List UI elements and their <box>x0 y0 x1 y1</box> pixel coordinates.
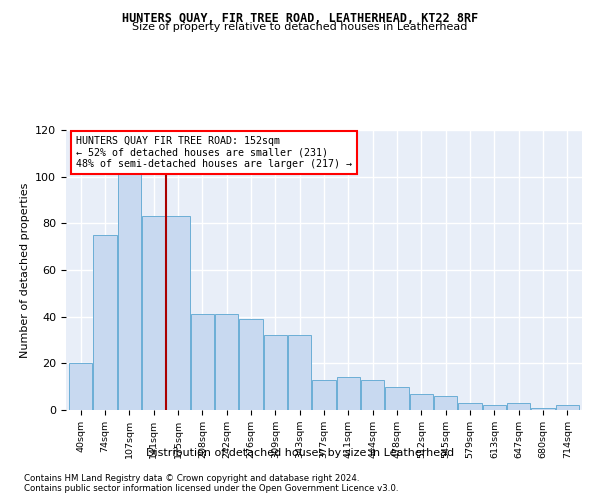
Bar <box>556 406 579 410</box>
Bar <box>434 396 457 410</box>
Bar <box>288 336 311 410</box>
Bar <box>507 403 530 410</box>
Bar <box>361 380 384 410</box>
Bar <box>94 235 116 410</box>
Bar <box>532 408 554 410</box>
Bar <box>458 403 482 410</box>
Text: HUNTERS QUAY, FIR TREE ROAD, LEATHERHEAD, KT22 8RF: HUNTERS QUAY, FIR TREE ROAD, LEATHERHEAD… <box>122 12 478 26</box>
Bar <box>166 216 190 410</box>
Bar <box>264 336 287 410</box>
Text: Contains public sector information licensed under the Open Government Licence v3: Contains public sector information licen… <box>24 484 398 493</box>
Bar <box>215 314 238 410</box>
Bar <box>337 378 360 410</box>
Bar <box>118 174 141 410</box>
Bar <box>483 406 506 410</box>
Bar <box>385 386 409 410</box>
Text: Size of property relative to detached houses in Leatherhead: Size of property relative to detached ho… <box>133 22 467 32</box>
Bar <box>239 319 263 410</box>
Bar <box>142 216 165 410</box>
Bar <box>313 380 335 410</box>
Text: Contains HM Land Registry data © Crown copyright and database right 2024.: Contains HM Land Registry data © Crown c… <box>24 474 359 483</box>
Bar <box>410 394 433 410</box>
Text: HUNTERS QUAY FIR TREE ROAD: 152sqm
← 52% of detached houses are smaller (231)
48: HUNTERS QUAY FIR TREE ROAD: 152sqm ← 52%… <box>76 136 352 169</box>
Bar <box>69 364 92 410</box>
Bar <box>191 314 214 410</box>
Text: Distribution of detached houses by size in Leatherhead: Distribution of detached houses by size … <box>146 448 454 458</box>
Y-axis label: Number of detached properties: Number of detached properties <box>20 182 29 358</box>
